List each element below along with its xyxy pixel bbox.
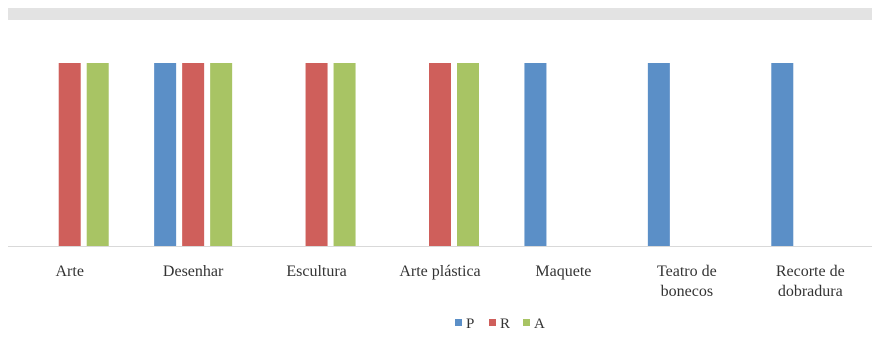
- bar-A-2: [333, 63, 356, 246]
- category-label: Arte plástica: [399, 263, 480, 280]
- category-label: Maquete: [535, 263, 591, 280]
- category-label-line: Escultura: [286, 263, 346, 280]
- bar-R-1: [182, 63, 205, 246]
- legend-swatch-A: [523, 319, 530, 326]
- bar-R-3: [429, 63, 451, 246]
- category-label: Teatro de bonecos: [657, 263, 717, 300]
- category-label: Escultura: [286, 263, 346, 280]
- bar-A-0: [86, 63, 109, 246]
- bar-P-4: [524, 63, 547, 246]
- bar-P-6: [771, 63, 794, 246]
- bar-R-2: [305, 63, 328, 246]
- legend-label-R: R: [500, 316, 510, 332]
- category-label-line: Desenhar: [163, 263, 224, 280]
- category-label-line: Arte plástica: [399, 263, 480, 280]
- legend-label-A: A: [534, 316, 545, 332]
- bar-R-0: [58, 63, 81, 246]
- category-label: Desenhar: [163, 263, 224, 280]
- bar-A-1: [210, 63, 233, 246]
- legend-swatch-R: [489, 319, 496, 326]
- category-label-line: Teatro de: [657, 263, 717, 280]
- category-label-line: Maquete: [535, 263, 591, 280]
- category-label-line: dobradura: [778, 283, 843, 300]
- bar-P-5: [647, 63, 670, 246]
- category-label-line: bonecos: [661, 283, 713, 300]
- bar-A-3: [457, 63, 479, 246]
- category-label-line: Arte: [55, 263, 83, 280]
- category-label-line: Recorte de: [776, 263, 845, 280]
- category-label: Recorte de dobradura: [776, 263, 845, 300]
- bars-layer: [58, 63, 794, 246]
- chart-header-band: [8, 8, 872, 20]
- legend-label-P: P: [466, 316, 474, 332]
- category-labels: Arte Desenhar Escultura Arte plástica Maquet…: [55, 263, 844, 300]
- bar-P-1: [154, 63, 177, 246]
- legend-swatch-P: [455, 319, 462, 326]
- category-label: Arte: [55, 263, 83, 280]
